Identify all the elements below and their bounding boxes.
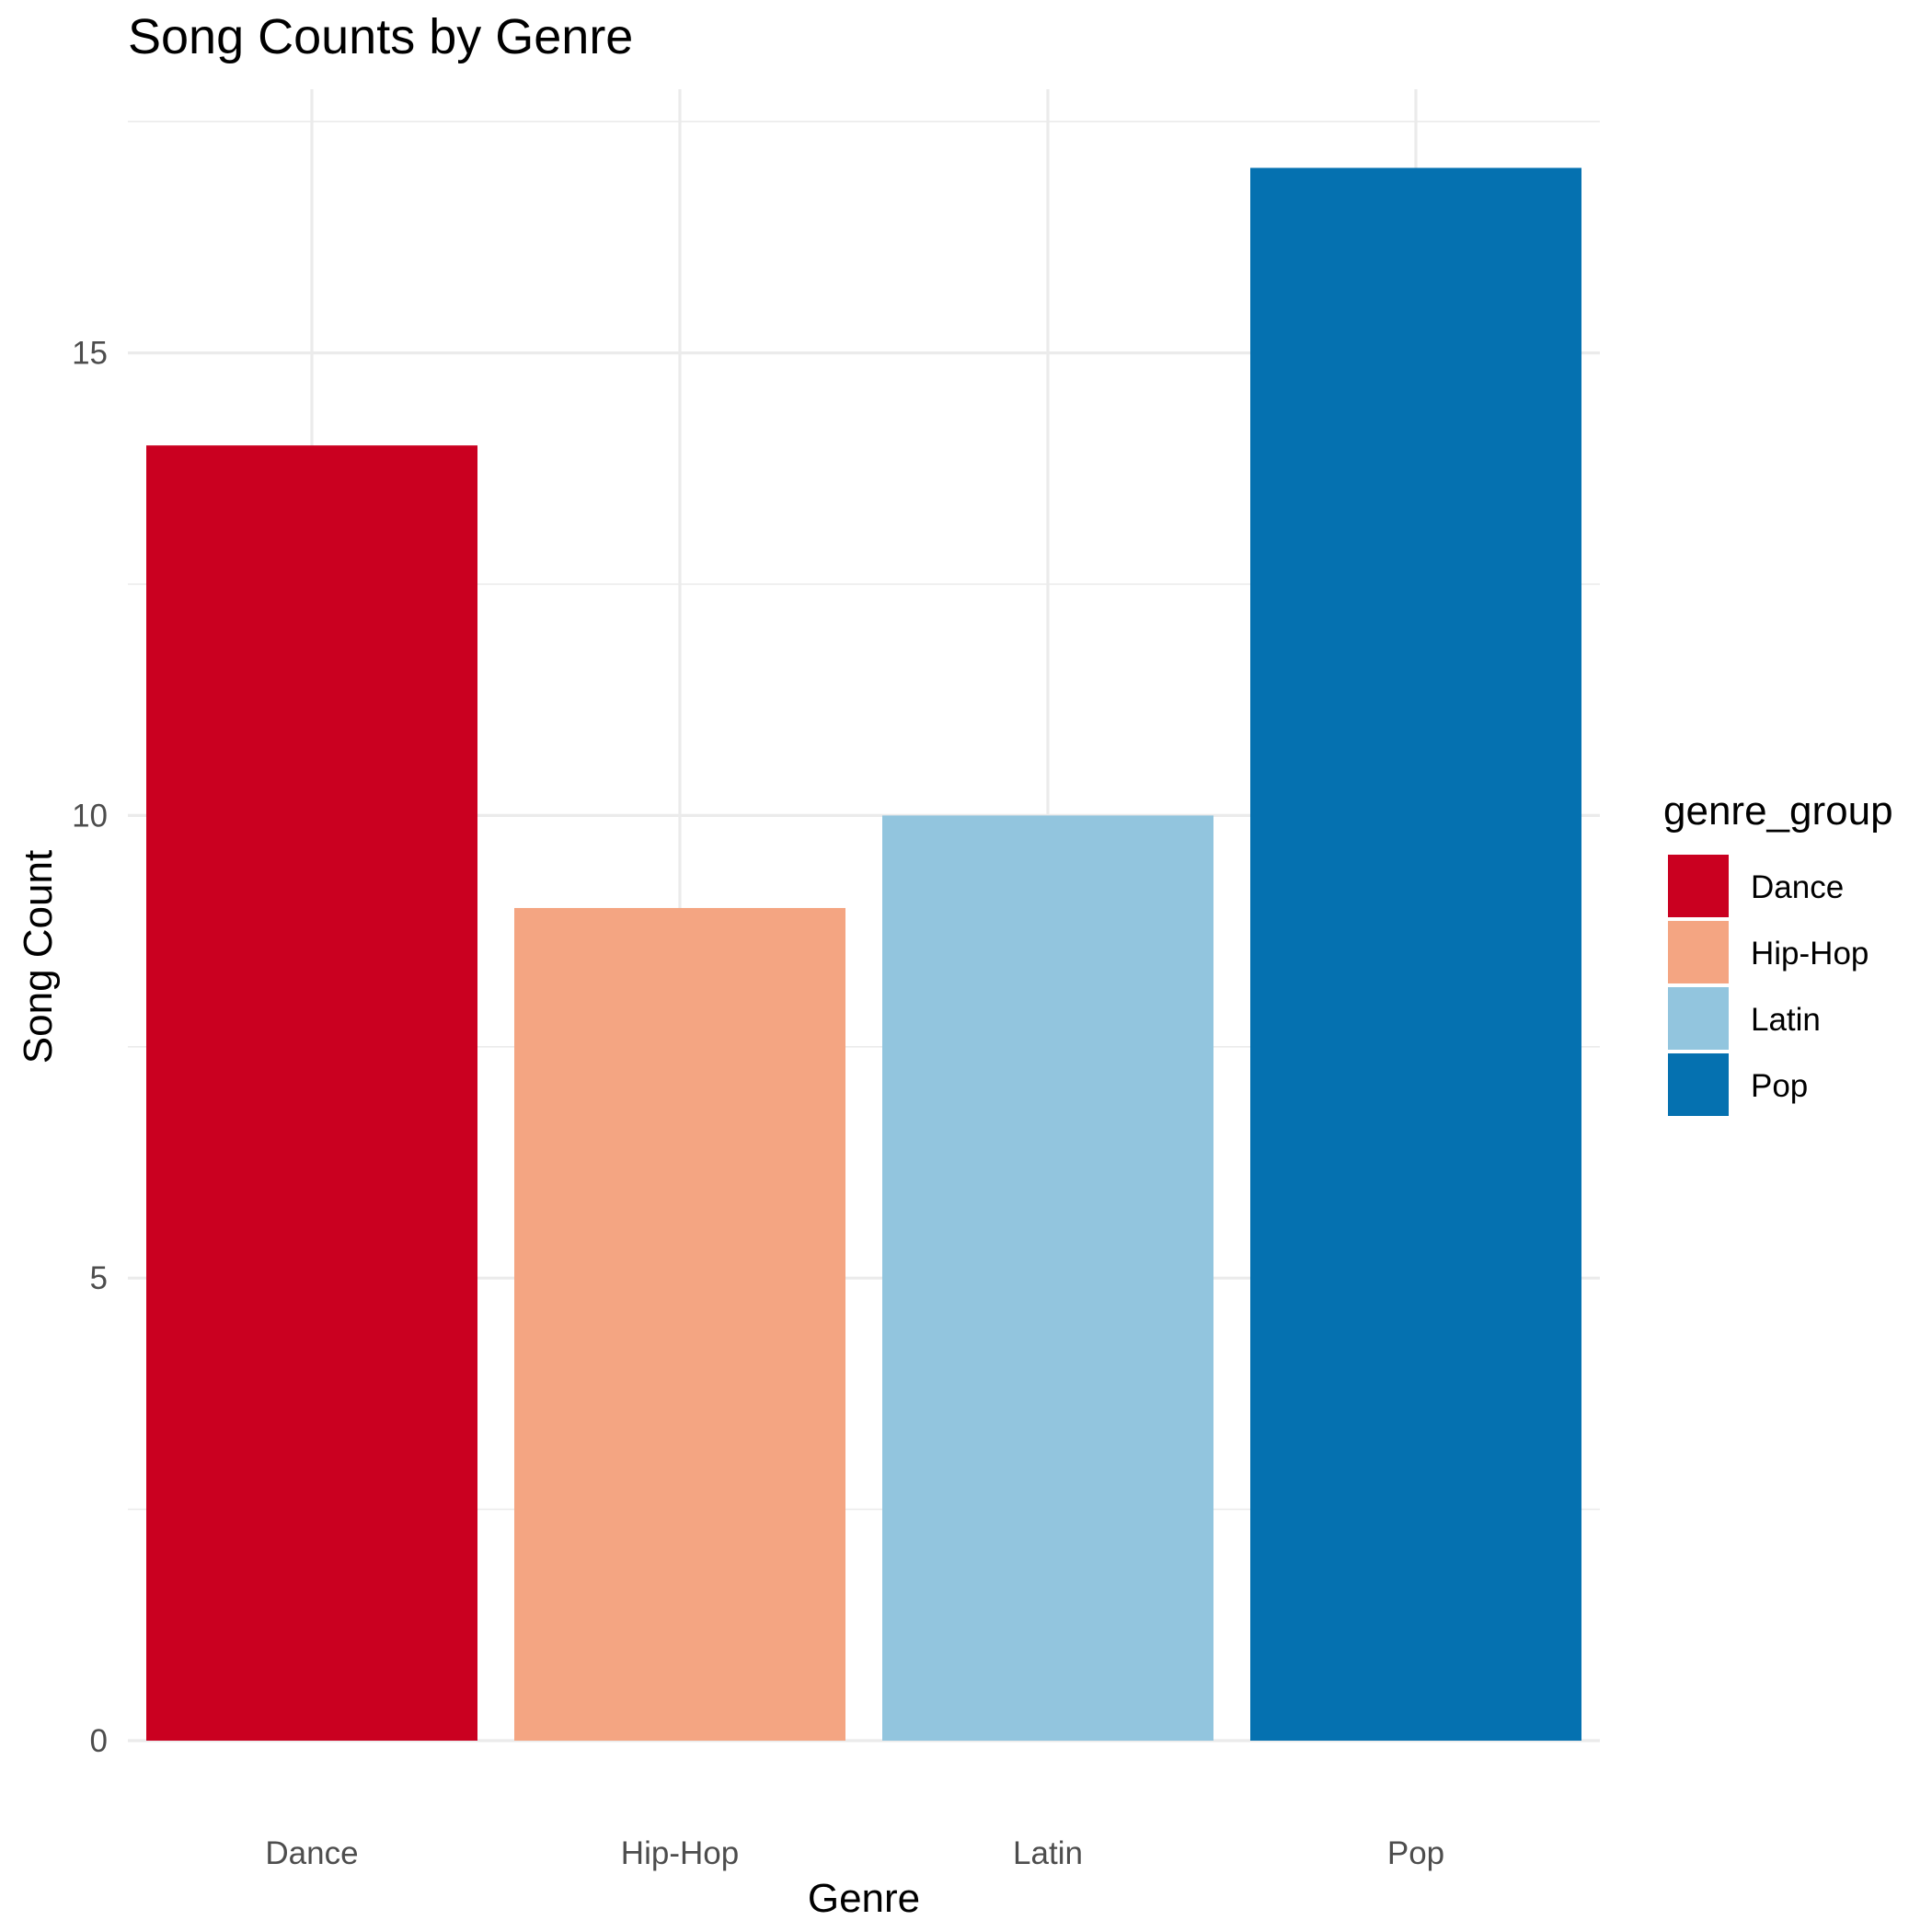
y-axis-tick-labels: 0 5 10 15 — [72, 336, 108, 1759]
legend-swatch-hip-hop — [1668, 921, 1729, 983]
chart-title: Song Counts by Genre — [128, 9, 633, 64]
legend-label-pop: Pop — [1751, 1068, 1808, 1104]
y-tick-label: 5 — [90, 1260, 108, 1296]
y-tick-label: 10 — [72, 798, 108, 834]
x-tick-label: Hip-Hop — [621, 1835, 739, 1871]
y-tick-label: 15 — [72, 336, 108, 372]
legend-swatch-pop — [1668, 1053, 1729, 1116]
bars — [146, 167, 1581, 1741]
legend-title: genre_group — [1663, 788, 1893, 834]
legend-swatch-latin — [1668, 987, 1729, 1050]
legend-label-dance: Dance — [1751, 869, 1844, 905]
x-tick-label: Pop — [1387, 1835, 1444, 1871]
bar-latin — [882, 815, 1213, 1741]
x-tick-label: Latin — [1013, 1835, 1083, 1871]
legend-label-hip-hop: Hip-Hop — [1751, 936, 1869, 972]
y-axis-title: Song Count — [16, 850, 61, 1064]
x-axis-tick-labels: Dance Hip-Hop Latin Pop — [265, 1835, 1444, 1871]
bar-pop — [1250, 167, 1581, 1741]
y-tick-label: 0 — [90, 1723, 108, 1759]
legend: genre_group Dance Hip-Hop Latin Pop — [1663, 788, 1893, 1116]
bar-hip-hop — [514, 907, 845, 1741]
x-axis-title: Genre — [808, 1876, 920, 1921]
x-tick-label: Dance — [265, 1835, 358, 1871]
bar-dance — [146, 445, 477, 1741]
legend-label-latin: Latin — [1751, 1002, 1821, 1038]
legend-swatch-dance — [1668, 855, 1729, 917]
